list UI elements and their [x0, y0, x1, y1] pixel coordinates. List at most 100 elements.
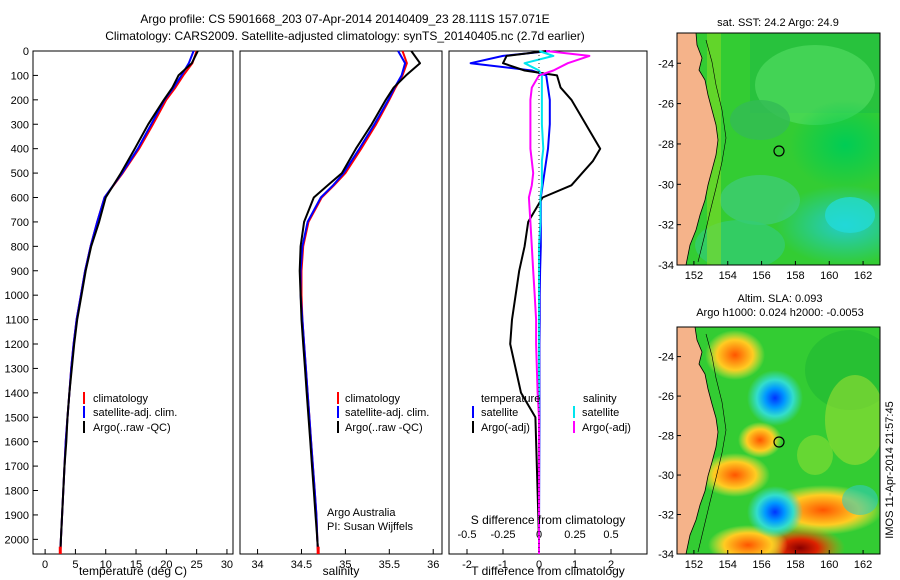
temperature-legend: climatology satellite-adj. clim. Argo(..…: [83, 392, 177, 434]
t-difference-label: T difference from climatology: [471, 564, 625, 578]
y-tick-label: 1100: [5, 315, 29, 327]
legend-s-argo-label: Argo(-adj): [582, 422, 631, 434]
sla-axes-frame: [676, 326, 881, 555]
temperature-x-axis: 0 5 10 15 20 25 30: [42, 549, 233, 571]
temperature-panel: 0100200300400500600700800900100011001200…: [5, 46, 234, 578]
x-tick-label: 25: [191, 559, 203, 571]
legend-satellite-label: satellite-adj. clim.: [345, 407, 429, 419]
lon-tick-label: 156: [752, 270, 770, 282]
legend-t-satellite-label: satellite: [481, 407, 518, 419]
depth-axis: 0 100 200 300 400 500 600 700 800 900 1000 1100 1200…: [5, 46, 38, 546]
argo-float-marker: [773, 145, 785, 157]
sst-axes-frame: [676, 32, 881, 266]
lat-tick-label: -26: [658, 99, 674, 111]
temperature-xlabel: temperature (deg C): [79, 564, 187, 578]
s-difference-label: S difference from climatology: [471, 513, 626, 527]
temperature-axes-frame: [32, 50, 234, 555]
s-tick-label: 0.5: [603, 529, 618, 541]
lat-tick-label: -34: [658, 549, 674, 561]
y-tick-label: 1000: [5, 290, 29, 302]
lon-tick-label: 158: [786, 559, 804, 571]
temperature-series: [58, 50, 199, 555]
x-tick-label: 0: [536, 559, 542, 571]
lon-tick-label: 160: [820, 559, 838, 571]
x-tick-label: 10: [100, 559, 112, 571]
y-tick-label: 600: [11, 193, 29, 205]
salinity-series: [298, 50, 421, 555]
sla-map-axes: 152 154 156 158 160 162 -24 -26 -28 -30 -32 -34: [658, 352, 872, 571]
y-tick-label: 2000: [5, 534, 29, 546]
figure-title-line1: Argo profile: CS 5901668_203 07-Apr-2014…: [140, 12, 549, 26]
sla-map-title: Altim. SLA: 0.093: [738, 293, 823, 305]
salinity-panel: 34 34.5 35 35.5 36 salinity climatology sate…: [239, 50, 443, 578]
argo-float-marker: [773, 436, 785, 448]
salinity-xlabel: salinity: [323, 564, 360, 578]
x-tick-label: 2: [608, 559, 614, 571]
legend-argo-label: Argo(..raw -QC): [93, 422, 171, 434]
lat-tick-label: -28: [658, 431, 674, 443]
difference-axes-frame: [448, 50, 648, 555]
legend-temperature-title: temperature: [481, 393, 540, 405]
x-tick-label: 5: [72, 559, 78, 571]
s-tick-label: -0.25: [490, 529, 515, 541]
x-tick-label: 36: [427, 559, 439, 571]
x-tick-label: -2: [462, 559, 472, 571]
lat-tick-label: -30: [658, 470, 674, 482]
sla-map-panel: Altim. SLA: 0.093 Argo h1000: 0.024 h200…: [658, 293, 881, 571]
legend-salinity-title: salinity: [583, 393, 617, 405]
x-tick-label: 0: [42, 559, 48, 571]
series-line-argo-raw-qc-: [298, 50, 421, 555]
lon-tick-label: 162: [854, 559, 872, 571]
land-mask: [677, 33, 719, 265]
x-tick-label: 35.5: [379, 559, 400, 571]
s-tick-label: 0.25: [564, 529, 585, 541]
lat-tick-label: -32: [658, 510, 674, 522]
x-tick-label: 15: [130, 559, 142, 571]
annotation-pi: PI: Susan Wijffels: [327, 521, 413, 533]
y-tick-label: 300: [11, 119, 29, 131]
x-tick-label: 34.5: [291, 559, 312, 571]
lon-tick-label: 162: [854, 270, 872, 282]
x-tick-label: -1: [498, 559, 508, 571]
salinity-axes-frame: [239, 50, 443, 555]
legend-s-satellite-label: satellite: [582, 407, 619, 419]
isobath: [697, 39, 727, 263]
y-tick-label: 100: [11, 70, 29, 82]
series-line-satellite-adj-clim-: [299, 50, 407, 555]
sla-map-subtitle: Argo h1000: 0.024 h2000: -0.0053: [696, 307, 864, 319]
y-tick-label: 200: [11, 95, 29, 107]
salinity-x-axis: 34 34.5 35 35.5 36: [251, 549, 439, 571]
y-tick-label: 1900: [5, 510, 29, 522]
annotation-argo-australia: Argo Australia: [327, 507, 396, 519]
series-line-argo-raw-qc-: [59, 50, 199, 555]
land-mask: [677, 327, 719, 554]
series-line-climatology: [300, 50, 408, 555]
y-tick-label: 1300: [5, 363, 29, 375]
x-tick-label: 30: [221, 559, 233, 571]
lat-tick-label: -24: [658, 58, 674, 70]
lon-tick-label: 158: [786, 270, 804, 282]
sst-map-panel: sat. SST: 24.2 Argo: 24.9 152 154 156 158 16…: [658, 17, 881, 282]
s-tick-label: -0.5: [458, 529, 477, 541]
y-tick-label: 0: [23, 46, 29, 58]
x-tick-label: 1: [572, 559, 578, 571]
lon-tick-label: 156: [752, 559, 770, 571]
y-tick-label: 500: [11, 168, 29, 180]
series-line-s-argo-adj-: [527, 50, 591, 554]
y-tick-label: 900: [11, 266, 29, 278]
legend-climatology-label: climatology: [93, 393, 149, 405]
legend-climatology-label: climatology: [345, 393, 401, 405]
lat-tick-label: -34: [658, 260, 674, 272]
x-tick-label: 34: [251, 559, 263, 571]
y-tick-label: 1600: [5, 437, 29, 449]
y-tick-label: 1800: [5, 486, 29, 498]
x-tick-label: 20: [160, 559, 172, 571]
difference-legend: temperature salinity satellite Argo(-adj…: [472, 393, 631, 434]
x-tick-label: 35: [339, 559, 351, 571]
legend-argo-label: Argo(..raw -QC): [345, 422, 423, 434]
isobath: [697, 333, 727, 553]
figure-title-line2: Climatology: CARS2009. Satellite-adjuste…: [105, 29, 585, 43]
y-tick-label: 700: [11, 217, 29, 229]
